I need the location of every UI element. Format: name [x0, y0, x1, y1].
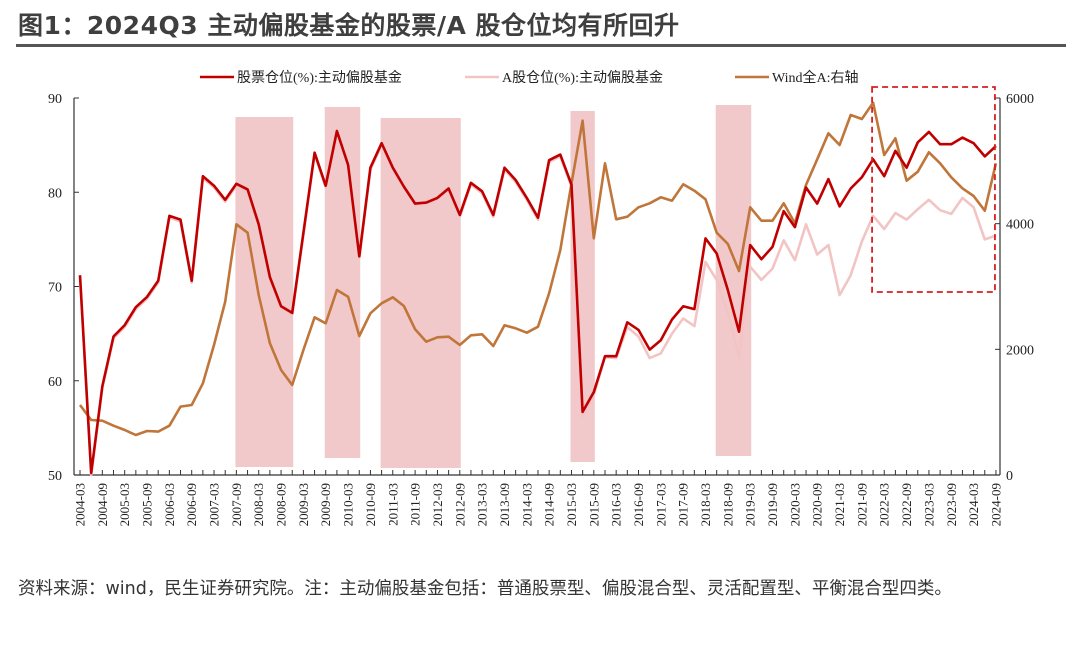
- x-axis-tick-label: 2009-03: [296, 483, 311, 526]
- x-axis-tick-label: 2004-03: [73, 483, 88, 526]
- x-axis-tick-label: 2024-03: [966, 483, 981, 526]
- x-axis-tick-label: 2014-03: [519, 483, 534, 526]
- left-axis-tick-label: 70: [48, 281, 62, 296]
- x-axis-tick-label: 2016-09: [631, 483, 646, 526]
- x-axis-tick-label: 2015-09: [586, 483, 601, 526]
- x-axis-tick-label: 2018-03: [698, 483, 713, 526]
- legend-label: A股仓位(%):主动偏股基金: [502, 69, 663, 86]
- x-axis-tick-label: 2008-03: [251, 483, 266, 526]
- x-axis-tick-label: 2010-03: [341, 483, 356, 526]
- axes: 50 60 70 80 90 0 2000 4000 6000 2004-03 2004-09 200…: [48, 92, 1034, 526]
- x-axis-tick-label: 2011-03: [385, 483, 400, 526]
- x-axis-tick-label: 2008-09: [274, 483, 289, 526]
- x-axis-tick-label: 2007-03: [207, 483, 222, 526]
- x-axis-tick-label: 2020-09: [810, 483, 825, 526]
- x-axis-tick-label: 2017-09: [676, 483, 691, 526]
- x-axis-tick-label: 2022-09: [899, 483, 914, 526]
- x-axis-tick-label: 2023-09: [944, 483, 959, 526]
- x-axis-tick-label: 2021-03: [832, 483, 847, 526]
- x-axis-tick-label: 2016-03: [609, 483, 624, 526]
- right-axis-tick-label: 2000: [1006, 343, 1034, 358]
- x-axis-tick-label: 2005-09: [140, 483, 155, 526]
- x-axis-tick-label: 2005-03: [117, 483, 132, 526]
- x-axis-tick-label: 2007-09: [229, 483, 244, 526]
- shaded-period: [380, 118, 461, 468]
- x-axis-tick-label: 2011-09: [408, 483, 423, 526]
- left-axis-tick-label: 90: [48, 92, 62, 107]
- x-axis-tick-label: 2014-09: [542, 483, 557, 526]
- highlight-box: [871, 86, 996, 293]
- x-axis-tick-label: 2013-03: [475, 483, 490, 526]
- legend: 股票仓位(%):主动偏股基金 A股仓位(%):主动偏股基金 Wind全A:右轴: [200, 69, 859, 86]
- x-axis-tick-label: 2019-03: [743, 483, 758, 526]
- x-axis-tick-label: 2020-03: [787, 483, 802, 526]
- x-axis-tick-label: 2004-09: [95, 483, 110, 526]
- x-axis-tick-label: 2018-09: [720, 483, 735, 526]
- x-axis-tick-label: 2017-03: [653, 483, 668, 526]
- x-axis-tick-label: 2012-03: [430, 483, 445, 526]
- right-axis-tick-label: 4000: [1006, 218, 1034, 233]
- left-axis-tick-label: 80: [48, 186, 62, 201]
- series-line-a-share-position: [78, 131, 997, 477]
- series-line-stock-position: [78, 129, 997, 475]
- x-axis-tick-label: 2012-09: [452, 483, 467, 526]
- left-axis-tick-label: 60: [48, 375, 62, 390]
- x-axis-tick-label: 2024-09: [988, 483, 1003, 526]
- source-note: 资料来源：wind，民生证券研究院。注：主动偏股基金包括：普通股票型、偏股混合型…: [18, 579, 952, 599]
- right-axis-tick-label: 6000: [1006, 92, 1034, 107]
- legend-label: Wind全A:右轴: [772, 69, 859, 86]
- series-lines: [78, 101, 998, 477]
- x-axis-tick-label: 2010-09: [363, 483, 378, 526]
- figure-title: 图1：2024Q3 主动偏股基金的股票/A 股仓位均有所回升: [18, 11, 680, 40]
- x-axis-tick-label: 2019-09: [765, 483, 780, 526]
- x-axis-tick-label: 2022-03: [877, 483, 892, 526]
- x-axis-tick-label: 2006-09: [184, 483, 199, 526]
- right-axis-tick-label: 0: [1006, 469, 1013, 484]
- series-line-wind-all-a: [78, 101, 998, 437]
- x-axis-tick-label: 2009-09: [318, 483, 333, 526]
- x-axis-tick-label: 2021-09: [854, 483, 869, 526]
- x-axis-tick-label: 2015-03: [564, 483, 579, 526]
- x-axis-tick-label: 2013-09: [497, 483, 512, 526]
- x-axis-tick-label: 2006-03: [162, 483, 177, 526]
- highlight-dashed-box: [871, 86, 996, 293]
- left-axis-tick-label: 50: [48, 469, 62, 484]
- x-axis-tick-label: 2023-03: [921, 483, 936, 526]
- legend-label: 股票仓位(%):主动偏股基金: [237, 69, 402, 86]
- title-underline: [16, 44, 1066, 47]
- shaded-period: [235, 117, 294, 467]
